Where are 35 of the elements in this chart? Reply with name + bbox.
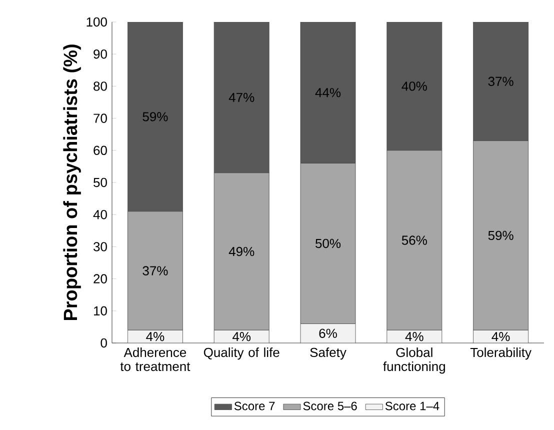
data-label: 40% xyxy=(402,82,427,91)
x-tick-label: Adherence to treatment xyxy=(120,348,190,372)
x-tick-label: Global functioning xyxy=(383,348,445,374)
data-label: 4% xyxy=(405,332,424,342)
y-tick-label: 90 xyxy=(94,49,107,59)
data-label: 59% xyxy=(488,230,514,240)
data-label: 47% xyxy=(228,92,254,102)
legend-label: Score 5–6 xyxy=(303,402,357,410)
legend-label: Score 7 xyxy=(234,402,275,410)
data-label: 4% xyxy=(232,332,251,342)
y-tick-label: 10 xyxy=(94,306,107,316)
legend-label: Score 1–4 xyxy=(385,402,440,410)
data-label: 56% xyxy=(402,236,427,245)
y-tick-label: 30 xyxy=(94,242,107,252)
y-tick-label: 100 xyxy=(86,17,107,27)
y-tick-label: 60 xyxy=(94,146,107,155)
y-axis-title: Proportion of psychiatrists (%) xyxy=(63,44,81,320)
y-tick-label: 70 xyxy=(94,114,107,123)
data-label: 37% xyxy=(488,76,514,86)
y-tick-label: 0 xyxy=(100,338,107,348)
y-tick-label: 40 xyxy=(93,210,107,220)
y-tick-label: 80 xyxy=(94,82,107,91)
x-tick-label: Quality of life xyxy=(204,348,280,360)
y-tick-label: 20 xyxy=(94,274,107,284)
y-tick-label: 50 xyxy=(94,178,107,188)
data-label: 59% xyxy=(142,112,168,122)
data-label: 49% xyxy=(228,246,254,256)
data-label: 50% xyxy=(316,238,341,248)
data-label: 37% xyxy=(142,266,168,276)
data-label: 4% xyxy=(146,332,164,342)
data-label: 4% xyxy=(492,332,510,342)
data-label: 44% xyxy=(315,88,341,98)
data-label: 6% xyxy=(319,328,337,338)
x-tick-label: Safety xyxy=(310,348,346,360)
x-tick-label: Tolerability xyxy=(470,348,532,360)
